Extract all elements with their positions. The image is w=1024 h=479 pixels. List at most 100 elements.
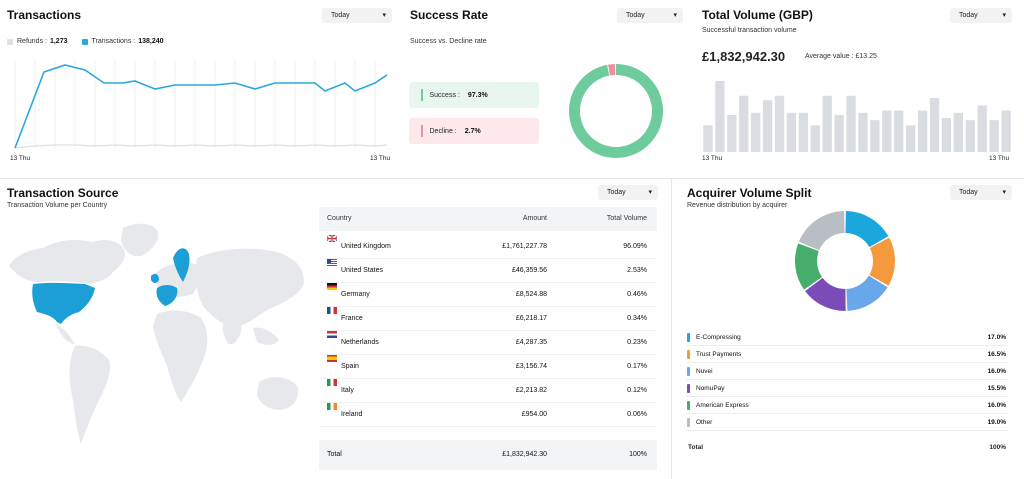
list-item: E-Compressing 17.0% bbox=[686, 329, 1008, 346]
transactions-legend: Refunds : 1,273 Transactions : 138,240 bbox=[7, 38, 164, 45]
map-united-states bbox=[32, 282, 95, 324]
section-divider bbox=[0, 178, 1024, 179]
list-item: American Express 16.0% bbox=[686, 397, 1008, 414]
country-amount: £3,156.74 bbox=[515, 363, 547, 370]
volume-bar bbox=[953, 112, 963, 152]
acquirer-slice bbox=[845, 211, 889, 248]
transactions-line-chart bbox=[14, 60, 388, 149]
dropdown-value: Today bbox=[607, 189, 626, 196]
volume-bar bbox=[810, 125, 820, 152]
chevron-down-icon: ▾ bbox=[673, 12, 677, 19]
map-united-kingdom bbox=[151, 273, 159, 283]
total-label: Total bbox=[327, 451, 342, 458]
dropdown-value: Today bbox=[959, 12, 978, 19]
table-row: Spain £3,156.74 0.17% bbox=[319, 355, 657, 379]
gb-flag-icon bbox=[327, 235, 337, 242]
list-item: Nuvei 16.0% bbox=[686, 363, 1008, 380]
source-table-header: Country Amount Total Volume bbox=[319, 207, 657, 231]
country-name: Germany bbox=[341, 291, 370, 298]
chevron-down-icon: ▾ bbox=[1002, 189, 1006, 196]
refunds-line bbox=[14, 144, 388, 149]
decline-indicator bbox=[421, 125, 423, 137]
map-india bbox=[222, 317, 242, 345]
source-table-total: Total £1,832,942.30 100% bbox=[319, 440, 657, 470]
acquirer-split-range-dropdown[interactable]: Today ▾ bbox=[950, 185, 1012, 200]
total-volume-bar-chart bbox=[703, 80, 1011, 152]
country-name: Spain bbox=[341, 363, 359, 370]
total-volume-title: Total Volume (GBP) bbox=[702, 8, 813, 22]
volume-bar bbox=[906, 125, 916, 152]
country-volume: 96.09% bbox=[623, 243, 647, 250]
country-amount: £6,218.17 bbox=[515, 315, 547, 322]
transactions-x-start-label: 13 Thu bbox=[10, 155, 31, 162]
acquirer-swatch bbox=[687, 418, 690, 427]
chevron-down-icon: ▾ bbox=[1002, 12, 1006, 19]
success-box: Success : 97.3% bbox=[409, 82, 539, 108]
volume-bar bbox=[715, 80, 725, 152]
col-amount: Amount bbox=[522, 215, 547, 222]
country-name: Ireland bbox=[341, 411, 363, 418]
fr-flag-icon bbox=[327, 307, 337, 314]
table-row: Netherlands £4,287.35 0.23% bbox=[319, 331, 657, 355]
acquirer-swatch bbox=[687, 350, 690, 359]
volume-bar bbox=[977, 105, 987, 152]
success-rate-range-dropdown[interactable]: Today ▾ bbox=[617, 8, 683, 23]
acquirer-swatch bbox=[687, 401, 690, 410]
volume-bar bbox=[834, 115, 844, 152]
table-row: Germany £8,524.88 0.46% bbox=[319, 283, 657, 307]
map-australia bbox=[257, 377, 299, 410]
refunds-swatch bbox=[7, 38, 13, 45]
acquirer-split-title: Acquirer Volume Split bbox=[687, 186, 812, 200]
transactions-title: Transactions bbox=[7, 8, 82, 22]
refunds-label: Refunds : bbox=[17, 38, 47, 45]
acquirer-percent: 16.0% bbox=[987, 402, 1006, 409]
map-north-america bbox=[9, 240, 126, 284]
transaction-source-subtitle: Transaction Volume per Country bbox=[7, 202, 108, 209]
ie-flag-icon bbox=[327, 403, 337, 410]
acquirer-total-percent: 100% bbox=[989, 444, 1006, 451]
transaction-source-range-dropdown[interactable]: Today ▾ bbox=[598, 185, 658, 200]
map-central-america bbox=[55, 324, 75, 344]
volume-bar bbox=[989, 120, 999, 152]
acquirer-swatch bbox=[687, 333, 690, 342]
volume-bar bbox=[894, 110, 904, 152]
table-row: Italy £2,213.82 0.12% bbox=[319, 379, 657, 403]
country-amount: £954.00 bbox=[521, 411, 547, 418]
country-name: United Kingdom bbox=[341, 243, 391, 250]
volume-bar bbox=[965, 120, 975, 152]
acquirer-name: Trust Payments bbox=[696, 351, 742, 358]
country-volume: 0.34% bbox=[627, 315, 647, 322]
volume-bar bbox=[858, 112, 868, 152]
country-name: Netherlands bbox=[341, 339, 379, 346]
acquirer-percent: 15.5% bbox=[987, 385, 1006, 392]
country-name: Italy bbox=[341, 387, 354, 394]
acquirer-percent: 16.5% bbox=[987, 351, 1006, 358]
acquirer-slice bbox=[846, 275, 888, 311]
acquirer-percent: 19.0% bbox=[987, 419, 1006, 426]
total-volume-x-start-label: 13 Thu bbox=[702, 155, 723, 162]
volume-bar bbox=[846, 95, 856, 152]
table-row: United Kingdom £1,761,227.78 96.09% bbox=[319, 235, 657, 259]
dropdown-value: Today bbox=[331, 12, 350, 19]
map-southeast-asia bbox=[253, 327, 279, 345]
country-name: United States bbox=[341, 267, 384, 274]
volume-bar bbox=[929, 97, 940, 152]
country-volume: 0.23% bbox=[627, 339, 647, 346]
total-volume-subtitle: Successful transaction volume bbox=[702, 27, 797, 34]
volume-bar bbox=[917, 110, 928, 152]
chevron-down-icon: ▾ bbox=[648, 189, 652, 196]
transactions-legend-value: 138,240 bbox=[138, 38, 164, 45]
country-volume: 0.06% bbox=[627, 411, 647, 418]
total-volume-range-dropdown[interactable]: Today ▾ bbox=[950, 8, 1012, 23]
total-volume: 100% bbox=[629, 451, 647, 458]
average-value: Average value : £13.25 bbox=[805, 53, 877, 60]
success-indicator bbox=[421, 89, 423, 101]
volume-bar bbox=[882, 110, 892, 152]
country-amount: £1,761,227.78 bbox=[502, 243, 547, 250]
nl-flag-icon bbox=[327, 331, 337, 338]
map-greenland bbox=[121, 223, 159, 257]
total-amount: £1,832,942.30 bbox=[502, 451, 547, 458]
transactions-range-dropdown[interactable]: Today ▾ bbox=[322, 8, 392, 23]
country-volume: 2.53% bbox=[627, 267, 647, 274]
world-map bbox=[9, 223, 304, 444]
